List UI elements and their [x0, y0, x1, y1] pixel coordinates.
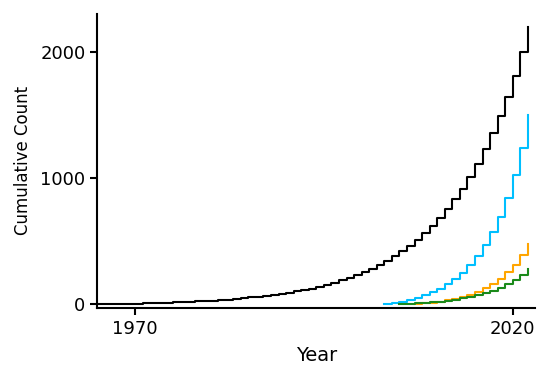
X-axis label: Year: Year — [296, 346, 337, 365]
Y-axis label: Cumulative Count: Cumulative Count — [14, 86, 32, 235]
